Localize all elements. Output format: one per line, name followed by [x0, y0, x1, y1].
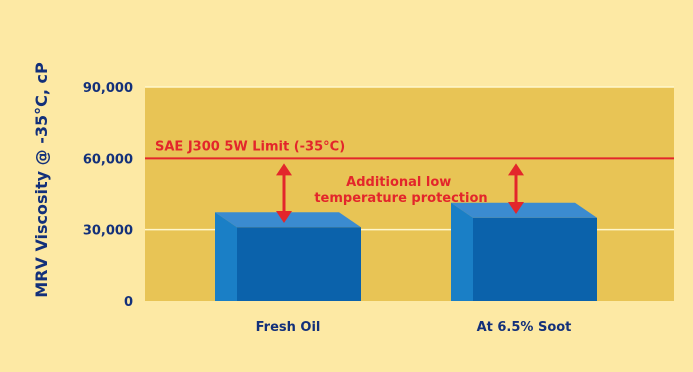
annotation-text: Additional low temperature protection [314, 175, 487, 206]
annotation-line-1: Additional low [346, 175, 451, 190]
annotation-arrow [276, 163, 292, 223]
y-axis-label: MRV Viscosity @ -35°C, cP [32, 62, 51, 298]
bar-front-face [237, 227, 361, 301]
y-tick-label: 30,000 [83, 224, 133, 239]
bar [451, 202, 597, 301]
bar-top-face [215, 212, 361, 228]
y-tick-label: 60,000 [83, 152, 133, 167]
bar [215, 212, 361, 301]
y-tick-label: 90,000 [83, 81, 133, 96]
annotation-arrow [508, 163, 524, 214]
x-category-label: At 6.5% Soot [477, 320, 572, 335]
bars [215, 202, 597, 301]
annotation-line-2: temperature protection [314, 191, 487, 206]
bar-side-face [215, 212, 237, 301]
bar-front-face [473, 217, 597, 301]
reference-line-label: SAE J300 5W Limit (-35°C) [155, 139, 345, 154]
y-axis-ticks: 0 30,000 60,000 90,000 [83, 81, 133, 310]
y-tick-label: 0 [124, 295, 133, 310]
annotation-arrows [276, 163, 524, 223]
x-axis-categories: Fresh Oil At 6.5% Soot [256, 320, 572, 335]
bar-top-face [451, 202, 597, 218]
bar-side-face [451, 202, 473, 301]
x-category-label: Fresh Oil [256, 320, 321, 335]
